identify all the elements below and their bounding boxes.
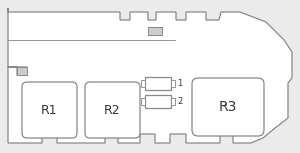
- Text: R3: R3: [219, 100, 237, 114]
- Bar: [148, 27, 162, 35]
- Text: 2: 2: [177, 97, 182, 106]
- Bar: [145, 95, 171, 108]
- FancyBboxPatch shape: [85, 82, 140, 138]
- Bar: [17, 67, 27, 75]
- Bar: [171, 80, 175, 87]
- Text: R2: R2: [104, 103, 121, 116]
- Bar: [171, 98, 175, 105]
- Text: R1: R1: [41, 103, 58, 116]
- Polygon shape: [8, 8, 292, 143]
- Bar: [141, 80, 145, 87]
- Bar: [141, 98, 145, 105]
- FancyBboxPatch shape: [22, 82, 77, 138]
- Text: 1: 1: [177, 79, 182, 88]
- Bar: [145, 77, 171, 90]
- FancyBboxPatch shape: [192, 78, 264, 136]
